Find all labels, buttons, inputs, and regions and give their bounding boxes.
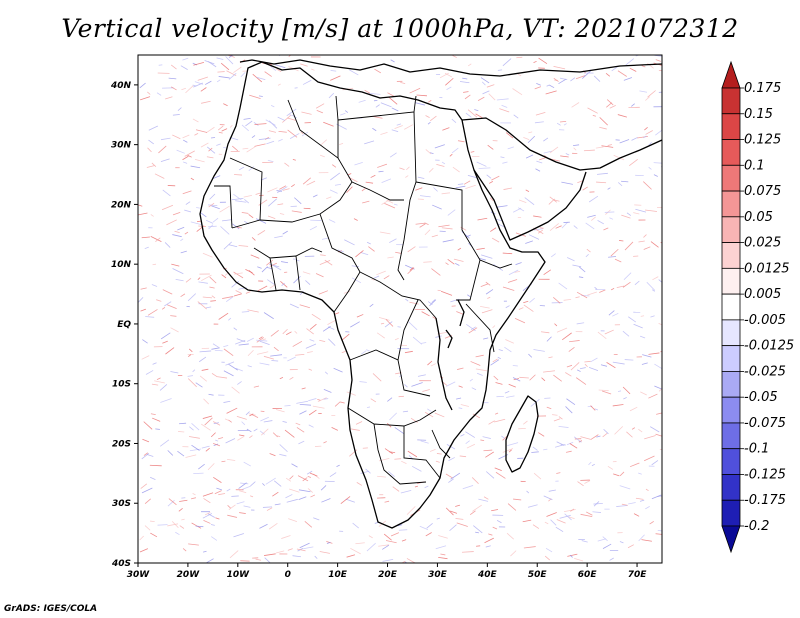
- colorbar-label: -0.005: [744, 313, 786, 328]
- colorbar-label: -0.1: [744, 442, 769, 457]
- y-tick-label: 10N: [111, 260, 132, 270]
- x-tick-label: 60E: [578, 570, 598, 580]
- colorbar-segment: [721, 345, 741, 372]
- colorbar-segment: [721, 371, 741, 398]
- arabia-south-coast: [473, 169, 587, 241]
- colorbar-segment: [721, 422, 741, 450]
- colorbar-segment: [721, 448, 741, 475]
- colorbar-label: -0.0125: [744, 339, 794, 354]
- colorbar-label: 0.125: [744, 133, 781, 148]
- y-tick-label: 30N: [111, 141, 132, 151]
- colorbar: 0.175 0.15 0.125 0.1 0.075 0.05 0.025 0.0125 0.0…: [721, 60, 794, 554]
- chart-title: Vertical velocity [m/s] at 1000hPa, VT: …: [61, 14, 739, 43]
- colorbar-label: -0.025: [744, 364, 786, 379]
- x-tick-label: 40E: [477, 570, 498, 580]
- colorbar-label: 0.025: [744, 236, 781, 251]
- colorbar-segment: [721, 499, 741, 527]
- colorbar-segment: [721, 216, 741, 243]
- x-tick-label: 70E: [628, 570, 648, 580]
- x-tick-label: 20W: [177, 570, 201, 580]
- colorbar-segment: [721, 474, 741, 501]
- map-background: [138, 55, 662, 563]
- colorbar-bottom-arrow: [721, 525, 741, 554]
- europe-coast: [239, 59, 662, 77]
- colorbar-label: 0.0125: [744, 261, 790, 276]
- colorbar-segment: [721, 242, 741, 269]
- colorbar-segment: [721, 293, 741, 321]
- y-tick-label: 10S: [112, 380, 131, 390]
- colorbar-top-arrow: [721, 60, 741, 89]
- colorbar-label: -0.175: [744, 493, 786, 508]
- colorbar-segment: [721, 87, 741, 115]
- y-tick-label: 20S: [112, 439, 131, 449]
- colorbar-label: 0.15: [744, 107, 773, 122]
- arabia-coast: [461, 117, 662, 171]
- great-lakes: [435, 299, 465, 411]
- colorbar-segment: [721, 139, 741, 166]
- x-tick-label: 50E: [528, 570, 548, 580]
- credit-label: GrADS: IGES/COLA: [4, 604, 98, 614]
- colorbar-label: 0.175: [744, 81, 781, 96]
- plot-frame: [137, 54, 663, 564]
- colorbar-label: -0.125: [744, 467, 786, 482]
- colorbar-segment: [721, 396, 741, 424]
- x-axis: 30W 20W 10W 0 10E 20E 30E 40E 50E 60E 70E: [127, 563, 647, 580]
- colorbar-segment: [721, 113, 741, 140]
- colorbar-label: 0.1: [744, 158, 765, 173]
- velocity-field: [138, 55, 662, 563]
- colorbar-label: 0.005: [744, 287, 781, 302]
- country-borders: [214, 95, 513, 485]
- y-tick-label: 30S: [112, 499, 131, 509]
- x-tick-label: 30W: [127, 570, 151, 580]
- colorbar-segment: [721, 267, 741, 295]
- x-tick-label: 30E: [428, 570, 448, 580]
- madagascar: [505, 395, 539, 473]
- colorbar-label: 0.075: [744, 184, 781, 199]
- colorbar-label: -0.2: [744, 519, 769, 534]
- colorbar-segment: [721, 190, 741, 218]
- colorbar-label: -0.075: [744, 416, 786, 431]
- colorbar-label: -0.05: [744, 390, 778, 405]
- x-tick-label: 10E: [328, 570, 348, 580]
- x-tick-label: 0: [285, 570, 291, 580]
- y-tick-label: 40S: [111, 559, 131, 569]
- colorbar-segment: [721, 164, 741, 192]
- colorbar-label: 0.05: [744, 210, 773, 225]
- y-tick-label: 40N: [110, 81, 132, 91]
- colorbar-segment: [721, 319, 741, 347]
- y-tick-label: 20N: [111, 200, 132, 210]
- y-tick-label: EQ: [117, 320, 131, 330]
- x-tick-label: 10W: [227, 570, 251, 580]
- x-tick-label: 20E: [378, 570, 398, 580]
- y-axis: 40N 30N 20N 10N EQ 10S 20S 30S 40S: [110, 81, 138, 569]
